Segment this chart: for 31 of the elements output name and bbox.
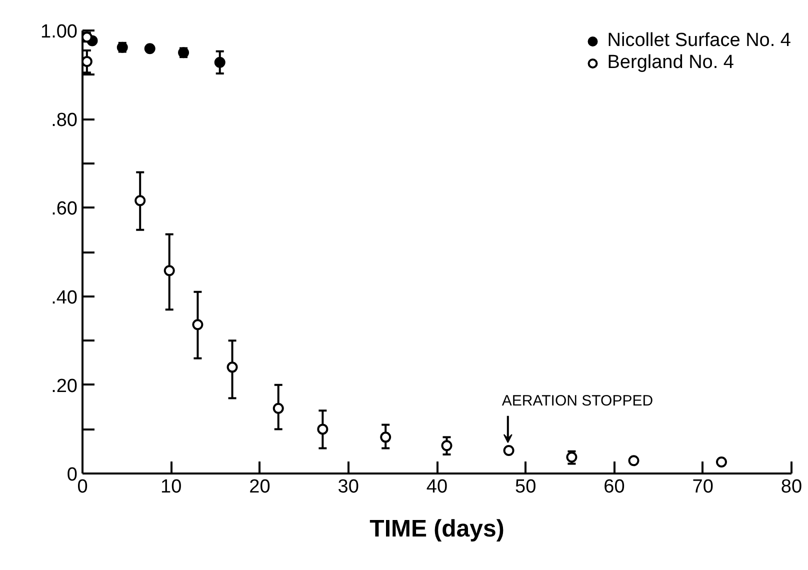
point (226, 362, 238, 373)
y-tick-label: .80 (51, 110, 78, 132)
point (628, 455, 640, 466)
y-tick-label: 1.00 (40, 22, 78, 42)
point (272, 402, 284, 414)
point (214, 56, 226, 68)
point (503, 444, 514, 456)
y-tick-label: .20 (51, 376, 78, 397)
point (144, 43, 156, 54)
point (441, 440, 452, 452)
point (380, 432, 392, 443)
x-tick-label: 80 (780, 476, 802, 498)
x-tick-label: 60 (604, 476, 625, 498)
annotation: AERATION STOPPED (502, 392, 654, 410)
point (192, 319, 204, 330)
y-tick-label: .60 (51, 198, 78, 220)
x-tick-label: 30 (338, 476, 359, 498)
point (134, 195, 146, 206)
point (716, 456, 727, 468)
point (82, 56, 92, 67)
x-tick-label: 10 (160, 476, 182, 498)
point (317, 424, 328, 435)
legend-label: Nicollet Surface No. 4 (607, 30, 791, 52)
x-tick-label: 50 (515, 476, 536, 498)
legend-label: Bergland No. 4 (607, 52, 734, 74)
x-tick-label: 40 (426, 476, 448, 498)
y-tick-label: .40 (51, 287, 78, 308)
x-axis-title: TIME (days) (370, 516, 504, 542)
point (164, 265, 175, 276)
x-tick-label: 70 (692, 476, 714, 498)
x-tick-label: 20 (249, 476, 270, 498)
